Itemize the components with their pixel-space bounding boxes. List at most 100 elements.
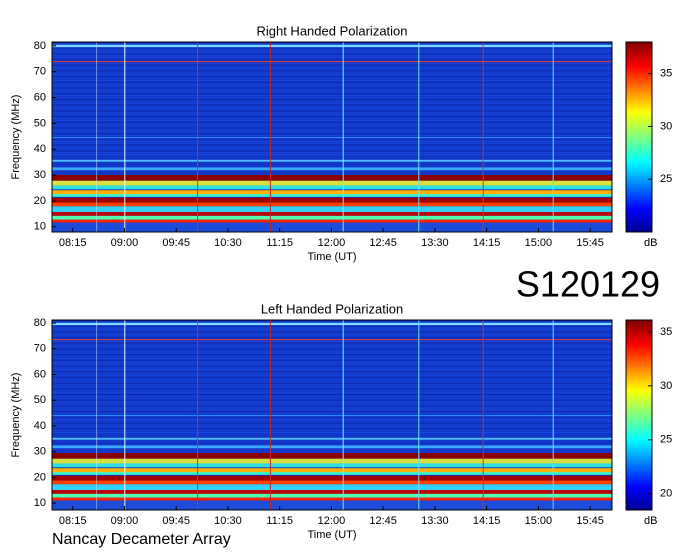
panel-title: Right Handed Polarization bbox=[256, 23, 407, 38]
spectrogram-texture bbox=[52, 373, 612, 375]
x-tick-label: 12:45 bbox=[369, 515, 397, 527]
spectrogram-texture bbox=[52, 354, 612, 356]
spectrogram-texture bbox=[52, 411, 612, 413]
spectrogram-texture bbox=[52, 401, 612, 403]
spectrogram-band bbox=[52, 61, 612, 63]
spectrogram-band bbox=[52, 197, 612, 203]
spectrogram-band bbox=[52, 500, 612, 510]
spectrogram-texture bbox=[52, 144, 612, 146]
spectrogram-texture bbox=[52, 110, 612, 112]
spectrogram-band bbox=[52, 44, 612, 48]
spectrogram-band bbox=[52, 415, 612, 417]
spectrogram bbox=[52, 42, 612, 232]
spectrogram-texture bbox=[52, 91, 612, 93]
y-axis-label: Frequency (MHz) bbox=[10, 373, 22, 458]
spectrogram-texture bbox=[52, 118, 612, 119]
spectrogram-texture bbox=[52, 403, 612, 405]
spectrogram-band bbox=[52, 472, 612, 475]
spectrogram-texture bbox=[52, 371, 612, 373]
x-tick-label: 09:45 bbox=[162, 237, 190, 249]
spectrogram-texture bbox=[52, 140, 612, 142]
x-tick-label: 09:00 bbox=[111, 237, 139, 249]
spectrogram-texture bbox=[52, 397, 612, 399]
spectrogram-texture bbox=[52, 104, 612, 106]
spectrogram-band bbox=[52, 194, 612, 197]
spectrogram-texture bbox=[52, 346, 612, 348]
spectrogram-texture bbox=[52, 388, 612, 390]
spectrogram-texture bbox=[52, 142, 612, 144]
spectrogram-band bbox=[52, 185, 612, 190]
spectrogram-texture bbox=[52, 43, 612, 45]
y-tick-label: 60 bbox=[34, 368, 46, 380]
spectrogram-texture bbox=[52, 422, 612, 424]
spectrogram-texture bbox=[52, 335, 612, 337]
spectrogram-texture bbox=[52, 55, 612, 57]
spectrogram-texture bbox=[52, 420, 612, 422]
spectrogram-texture bbox=[52, 430, 612, 432]
y-tick-label: 30 bbox=[34, 169, 46, 181]
colorbar bbox=[625, 319, 653, 511]
spectrogram-texture bbox=[52, 375, 612, 377]
spectrogram-texture bbox=[52, 47, 612, 49]
spectrogram-band bbox=[52, 167, 612, 171]
x-tick-label: 12:00 bbox=[318, 515, 346, 527]
x-tick-label: 15:00 bbox=[525, 237, 553, 249]
spectrogram bbox=[52, 320, 612, 510]
spectrogram-texture bbox=[52, 428, 612, 430]
colorbar bbox=[625, 41, 653, 233]
spectrogram-texture bbox=[52, 342, 612, 344]
y-tick-label: 60 bbox=[34, 91, 46, 103]
spectrogram-texture bbox=[52, 102, 612, 104]
x-axis-label: Time (UT) bbox=[307, 251, 356, 263]
spectrogram-texture bbox=[52, 321, 612, 323]
spectrogram-band bbox=[52, 484, 612, 491]
spectrogram-texture bbox=[52, 340, 612, 342]
spectrogram-texture bbox=[52, 418, 612, 420]
spectrogram-texture bbox=[52, 57, 612, 59]
colorbar-label: dB bbox=[644, 515, 657, 527]
spectrogram-texture bbox=[52, 363, 612, 365]
x-axis-label: Time (UT) bbox=[307, 529, 356, 541]
x-tick-label: 13:30 bbox=[421, 237, 449, 249]
spectrogram-texture bbox=[52, 97, 612, 99]
spectrogram-texture bbox=[52, 358, 612, 359]
spectrogram-texture bbox=[52, 135, 612, 137]
colorbar-tick-label: 25 bbox=[660, 173, 672, 185]
spectrogram-texture bbox=[52, 399, 612, 401]
spectrogram-texture bbox=[52, 327, 612, 329]
spectrogram-band bbox=[52, 180, 612, 186]
spectrogram-band bbox=[52, 159, 612, 162]
colorbar-label: dB bbox=[644, 237, 657, 249]
spectrogram-texture bbox=[52, 53, 612, 55]
spectrogram-texture bbox=[52, 49, 612, 51]
spectrogram-texture bbox=[52, 68, 612, 70]
y-tick-label: 30 bbox=[34, 446, 46, 458]
spectrogram-band bbox=[52, 322, 612, 326]
spectrogram-texture bbox=[52, 396, 612, 397]
spectrogram-texture bbox=[52, 365, 612, 367]
spectrogram-texture bbox=[52, 416, 612, 418]
spectrogram-texture bbox=[52, 83, 612, 85]
spectrogram-texture bbox=[52, 51, 612, 53]
x-tick-label: 10:30 bbox=[214, 237, 242, 249]
spectrogram-band bbox=[52, 463, 612, 468]
y-tick-label: 50 bbox=[34, 117, 46, 129]
y-tick-label: 20 bbox=[34, 471, 46, 483]
x-tick-label: 15:45 bbox=[576, 515, 604, 527]
spectrogram-band bbox=[52, 339, 612, 341]
spectrogram-band bbox=[52, 490, 612, 494]
spectrogram-texture bbox=[52, 116, 612, 118]
spectrogram-texture bbox=[52, 409, 612, 411]
plot-frame bbox=[51, 319, 613, 511]
spectrogram-texture bbox=[52, 331, 612, 333]
spectrogram-texture bbox=[52, 367, 612, 369]
spectrogram-texture bbox=[52, 89, 612, 91]
spectrogram-texture bbox=[52, 133, 612, 135]
spectrogram-texture bbox=[52, 356, 612, 358]
spectrogram-texture bbox=[52, 329, 612, 331]
y-tick-label: 80 bbox=[34, 40, 46, 52]
y-axis-label: Frequency (MHz) bbox=[10, 95, 22, 180]
spectrogram-texture bbox=[52, 93, 612, 95]
y-tick-label: 50 bbox=[34, 394, 46, 406]
y-tick-label: 20 bbox=[34, 195, 46, 207]
